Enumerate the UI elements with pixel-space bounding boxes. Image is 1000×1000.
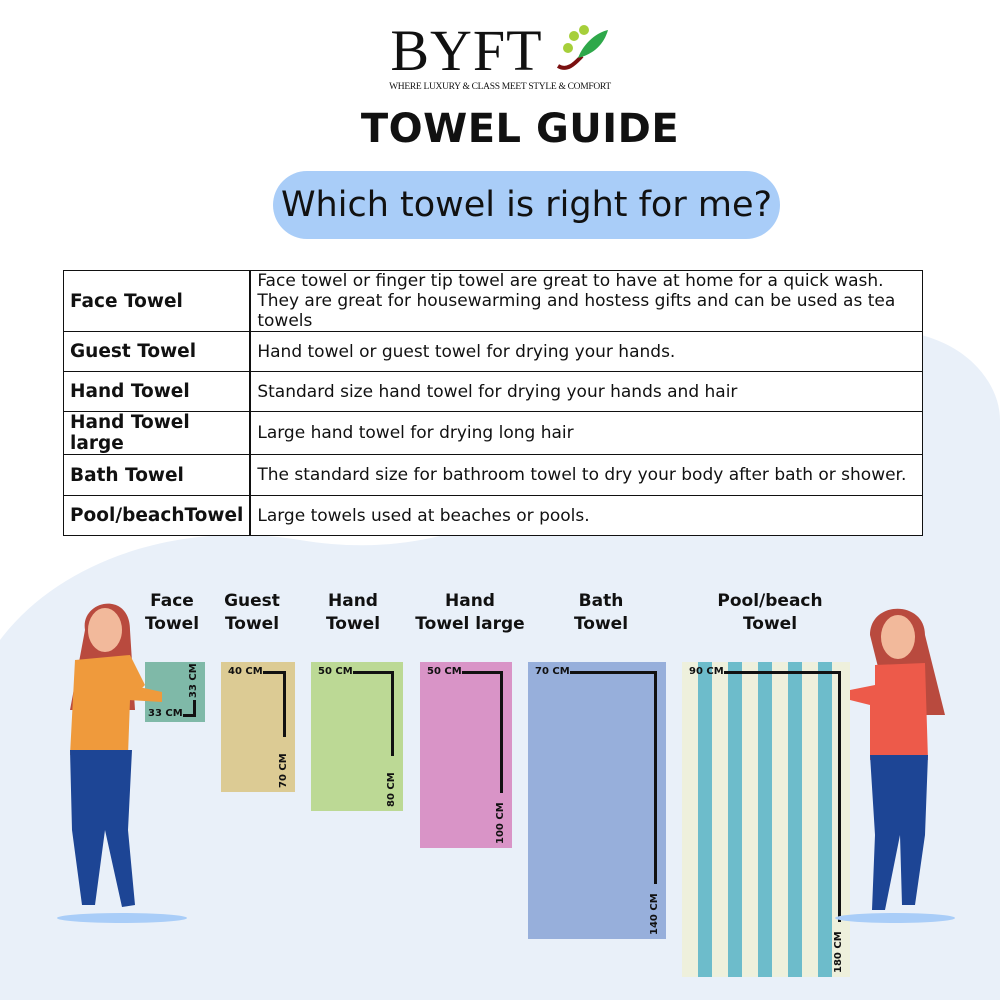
towel-description: Large towels used at beaches or pools. — [249, 495, 924, 536]
tagline: WHERE LUXURY & CLASS MEET STYLE & COMFOR… — [389, 82, 611, 92]
table-row: Pool/beachTowel Large towels used at beac… — [63, 495, 924, 536]
woman-right-illustration — [835, 608, 955, 923]
towel-3 — [420, 662, 512, 848]
description-line: Face towel or finger tip towel are great… — [257, 271, 884, 291]
towel-label-bottom: Towel — [325, 614, 381, 634]
towel-name: Hand Towel large — [63, 411, 252, 455]
towel-description: Large hand towel for drying long hair — [249, 411, 924, 455]
dimension-line — [183, 714, 196, 717]
towel-label-bottom: Towel — [224, 614, 280, 634]
towel-name: Bath Towel — [63, 454, 252, 496]
towel-stripe — [758, 662, 772, 977]
towel-name: Face Towel — [63, 270, 252, 332]
towel-stripe — [818, 662, 832, 977]
description-line: They are great for housewarming and host… — [257, 291, 896, 331]
towel-table: Face Towel Face towel or finger tip towel… — [63, 270, 924, 536]
length-label: 70 CM — [278, 753, 289, 788]
dimension-line — [391, 671, 394, 756]
towel-description: Standard size hand towel for drying your… — [249, 371, 924, 412]
dimension-line — [570, 671, 654, 674]
towel-label-bottom: Towel — [144, 614, 200, 634]
table-row: Bath Towel The standard size for bathroom… — [63, 454, 924, 496]
towel-description: Hand towel or guest towel for drying you… — [249, 331, 924, 372]
brand-logo: BYFT — [0, 22, 1000, 80]
width-label: 40 CM — [228, 666, 263, 677]
table-row: Guest Towel Hand towel or guest towel for… — [63, 331, 924, 372]
question-banner: Which towel is right for me? — [273, 171, 780, 239]
towel-label-top: Face — [150, 591, 194, 611]
length-label: 80 CM — [386, 772, 397, 807]
towel-stripe — [698, 662, 712, 977]
towel-name: Pool/beachTowel — [63, 495, 252, 536]
towel-2 — [311, 662, 403, 811]
dimension-line — [654, 671, 657, 884]
dimension-line — [353, 671, 391, 674]
towel-description: Face towel or finger tip towel are great… — [249, 270, 924, 332]
width-label: 33 CM — [148, 708, 183, 719]
towel-1 — [221, 662, 295, 792]
towel-label-top: Hand — [328, 591, 378, 611]
towel-stripe — [728, 662, 742, 977]
towel-label-bottom: Towel large — [415, 614, 525, 634]
description-line: Large towels used at beaches or pools. — [257, 505, 590, 526]
description-line: Hand towel or guest towel for drying you… — [257, 341, 676, 362]
length-label: 180 CM — [833, 931, 844, 973]
description-line: The standard size for bathroom towel to … — [257, 465, 907, 485]
dimension-line — [838, 671, 841, 922]
dimension-line — [462, 671, 500, 674]
width-label: 90 CM — [689, 666, 724, 677]
dimension-line — [724, 671, 838, 674]
page-title: TOWEL GUIDE — [360, 106, 680, 152]
towel-description: The standard size for bathroom towel to … — [249, 454, 924, 496]
description-line: Large hand towel for drying long hair — [257, 423, 574, 443]
table-row: Hand Towel large Large hand towel for dry… — [63, 411, 924, 455]
towel-label-top: Hand — [445, 591, 495, 611]
table-row: Face Towel Face towel or finger tip towel… — [63, 270, 924, 332]
towel-stripe — [788, 662, 802, 977]
towel-label-top: Bath — [578, 591, 624, 611]
dimension-line — [193, 700, 196, 716]
towel-label-bottom: Towel — [742, 614, 798, 634]
towel-name: Hand Towel — [63, 371, 252, 412]
towel-label-top: Guest — [224, 591, 280, 611]
width-label: 50 CM — [318, 666, 353, 677]
towel-label-bottom: Towel — [573, 614, 629, 634]
woman-left-illustration — [57, 603, 187, 923]
description-line: Standard size hand towel for drying your… — [257, 381, 738, 402]
width-label: 70 CM — [535, 666, 570, 677]
dimension-line — [500, 671, 503, 793]
towel-label-top: Pool/beach — [717, 591, 823, 611]
leaf-logo-icon — [556, 25, 608, 70]
dimension-line — [263, 671, 283, 674]
dimension-line — [283, 671, 286, 737]
towel-4 — [528, 662, 666, 939]
table-row: Hand Towel Standard size hand towel for d… — [63, 371, 924, 412]
towel-name: Guest Towel — [63, 331, 252, 372]
length-label: 100 CM — [495, 802, 506, 844]
width-label: 50 CM — [427, 666, 462, 677]
brand-name: BYFT — [390, 18, 543, 83]
length-label: 140 CM — [649, 893, 660, 935]
